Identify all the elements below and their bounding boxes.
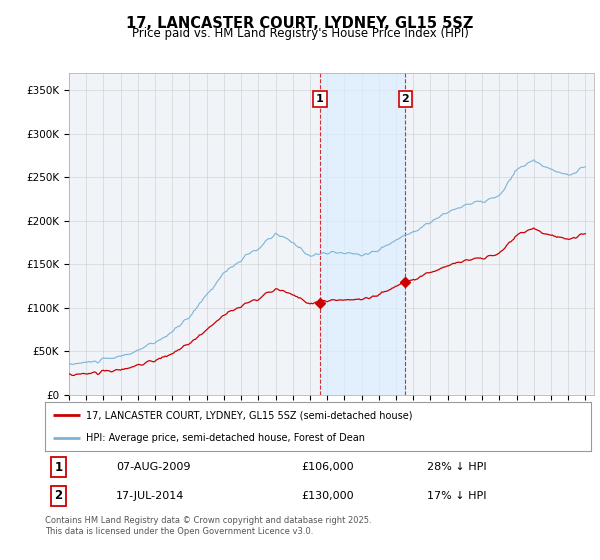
Text: 17% ↓ HPI: 17% ↓ HPI (427, 491, 487, 501)
Text: 17, LANCASTER COURT, LYDNEY, GL15 5SZ: 17, LANCASTER COURT, LYDNEY, GL15 5SZ (127, 16, 473, 31)
Text: 17-JUL-2014: 17-JUL-2014 (116, 491, 184, 501)
Text: 2: 2 (55, 489, 63, 502)
Bar (320, 73, 406, 395)
Text: 28% ↓ HPI: 28% ↓ HPI (427, 462, 487, 472)
Text: 17, LANCASTER COURT, LYDNEY, GL15 5SZ (semi-detached house): 17, LANCASTER COURT, LYDNEY, GL15 5SZ (s… (86, 410, 412, 421)
Text: HPI: Average price, semi-detached house, Forest of Dean: HPI: Average price, semi-detached house,… (86, 433, 365, 444)
Text: Price paid vs. HM Land Registry's House Price Index (HPI): Price paid vs. HM Land Registry's House … (131, 27, 469, 40)
Text: 1: 1 (55, 461, 63, 474)
Text: 2: 2 (401, 94, 409, 104)
Text: 1: 1 (316, 94, 324, 104)
Text: £106,000: £106,000 (302, 462, 354, 472)
Text: 07-AUG-2009: 07-AUG-2009 (116, 462, 190, 472)
Text: £130,000: £130,000 (302, 491, 354, 501)
Text: Contains HM Land Registry data © Crown copyright and database right 2025.
This d: Contains HM Land Registry data © Crown c… (45, 516, 371, 536)
